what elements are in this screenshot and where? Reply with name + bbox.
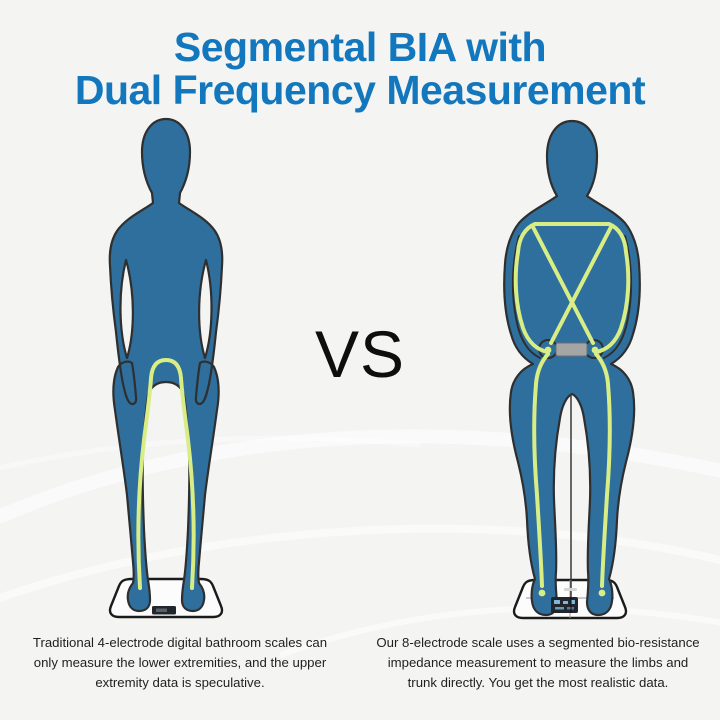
caption-right: Our 8-electrode scale uses a segmented b…: [376, 635, 700, 690]
electrode-contact-dots: [538, 346, 606, 597]
foot-electrode-dot-right: [598, 589, 606, 597]
title-line-2: Dual Frequency Measurement: [74, 67, 646, 114]
leg-line-right: [594, 352, 612, 588]
handle-grip: [555, 342, 588, 357]
inner-arm-contour-right: [603, 235, 633, 359]
inner-arm-contour-left: [511, 235, 541, 359]
shoulder-arm-line: [513, 222, 631, 354]
hand-electrode-dot-right: [591, 346, 599, 354]
armpit-gap-right: [198, 258, 213, 360]
torso-cross-line-1: [531, 225, 595, 345]
armpit-gap-left: [119, 258, 134, 360]
left-scale-display: [152, 606, 176, 615]
vs-label: VS: [314, 317, 406, 391]
caption-left: Traditional 4-electrode digital bathroom…: [32, 635, 328, 690]
right-measure-lines: [513, 222, 631, 588]
title-line-1: Segmental BIA with: [173, 24, 547, 70]
page-title: Segmental BIA with Dual Frequency Measur…: [0, 24, 720, 114]
torso-cross-line-2: [549, 225, 613, 345]
left-measure-line: [136, 357, 196, 590]
hand-electrode-dot-left: [544, 346, 552, 354]
right-scale-display: [551, 588, 578, 613]
leg-line-left: [532, 352, 550, 588]
foot-electrode-dot-left: [538, 589, 546, 597]
